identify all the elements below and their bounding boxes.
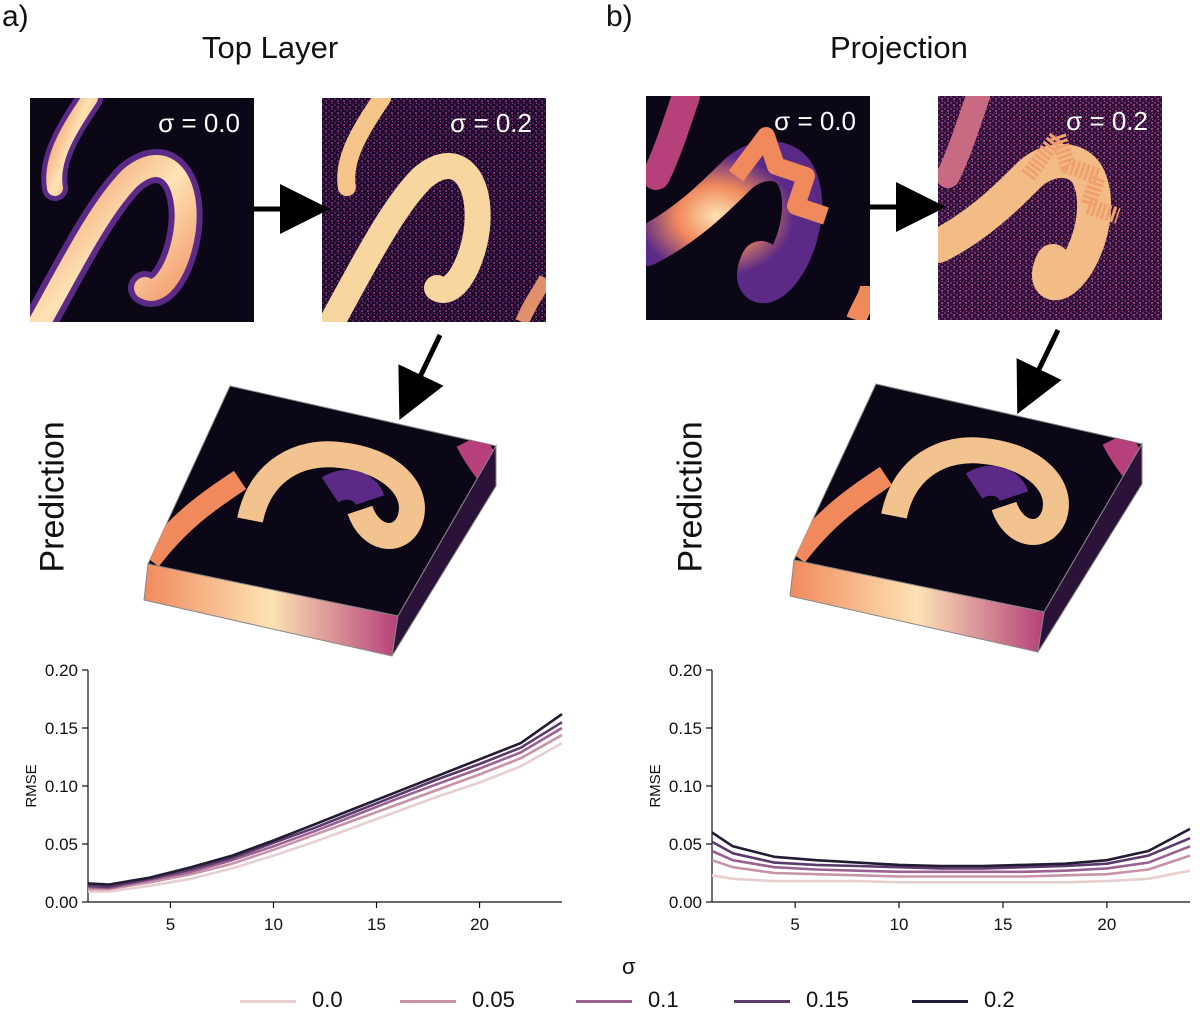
- chart-b-x-tick-label: 10: [890, 915, 909, 934]
- legend-swatch: [240, 1000, 296, 1003]
- chart-a-series-0.2: [87, 713, 563, 886]
- chart-b-x-tick-label: 15: [993, 915, 1012, 934]
- panel-b-noisy-projection: [938, 96, 1162, 320]
- chart-a-y-tick-label: 0.15: [45, 719, 78, 738]
- legend-label: 0.1: [648, 987, 679, 1012]
- legend-label: 0.15: [806, 987, 849, 1012]
- legend: 0.0 0.05 0.1 0.15 0.2: [240, 984, 1040, 1018]
- panel-b-title: Projection: [830, 30, 968, 65]
- chart-b-y-tick-label: 0.15: [669, 719, 702, 738]
- chart-b-x-tick-label: 5: [790, 915, 799, 934]
- chart-b-series-0.2: [711, 827, 1191, 868]
- panel-a-prediction-volume: [143, 385, 497, 657]
- panel-b-clean-projection: [646, 96, 870, 320]
- panel-a-noisy-spiral: [322, 98, 546, 322]
- chart-a-x-tick-label: 15: [367, 915, 386, 934]
- chart-b-y-tick-label: 0.00: [669, 893, 702, 912]
- legend-swatch: [576, 1000, 632, 1003]
- panel-b-prediction-volume: [789, 383, 1143, 653]
- chart-b-series-0.15: [711, 837, 1191, 870]
- chart-b-y-tick-label: 0.10: [669, 777, 702, 796]
- chart-a-y-tick-label: 0.05: [45, 835, 78, 854]
- panel-b-clean-sigma-tag: σ = 0.0: [774, 106, 856, 136]
- panel-a-clean-sigma-tag: σ = 0.0: [158, 108, 240, 138]
- legend-label: 0.2: [984, 987, 1015, 1012]
- chart-a-series-0.0: [88, 741, 563, 893]
- chart-b-y-tick-label: 0.20: [669, 661, 702, 680]
- panel-b-label: b): [606, 0, 633, 33]
- chart-a-y-tick-label: 0.00: [45, 893, 78, 912]
- chart-b-x-tick-label: 20: [1097, 915, 1116, 934]
- legend-label: 0.05: [472, 987, 515, 1012]
- legend-swatch: [912, 1000, 968, 1003]
- chart-b-series-0.1: [711, 845, 1191, 874]
- chart-b-y-label: RMSE: [647, 764, 664, 807]
- chart-a-x-tick-label: 5: [166, 915, 175, 934]
- chart-a-series-0.05: [88, 733, 563, 891]
- chart-a-y-tick-label: 0.20: [45, 661, 78, 680]
- chart-b-series-0.0: [711, 869, 1191, 884]
- chart-a-y-tick-label: 0.10: [45, 777, 78, 796]
- chart-a-x-tick-label: 10: [264, 915, 283, 934]
- panel-a-clean-image: σ = 0.0: [30, 98, 254, 322]
- legend-swatch: [400, 1000, 456, 1003]
- panel-b-clean-image: σ = 0.0: [646, 96, 870, 320]
- panel-a-label: a): [2, 0, 29, 33]
- chart-b-series-0.05: [711, 854, 1191, 878]
- shared-x-label: σ: [622, 954, 636, 979]
- chart-a-x-tick-label: 20: [470, 915, 489, 934]
- legend-label: 0.0: [312, 987, 343, 1012]
- panel-a-noisy-sigma-tag: σ = 0.2: [450, 108, 532, 138]
- panel-a-noisy-image: σ = 0.2: [322, 98, 546, 322]
- chart-a-y-label: RMSE: [23, 764, 40, 807]
- chart-b-y-tick-label: 0.05: [669, 835, 702, 854]
- panel-a-title: Top Layer: [202, 30, 339, 65]
- panel-a-clean-spiral: [30, 98, 203, 322]
- panel-b-noisy-image: σ = 0.2: [938, 96, 1162, 320]
- panel-b-noisy-sigma-tag: σ = 0.2: [1066, 106, 1148, 136]
- legend-swatch: [734, 1000, 790, 1003]
